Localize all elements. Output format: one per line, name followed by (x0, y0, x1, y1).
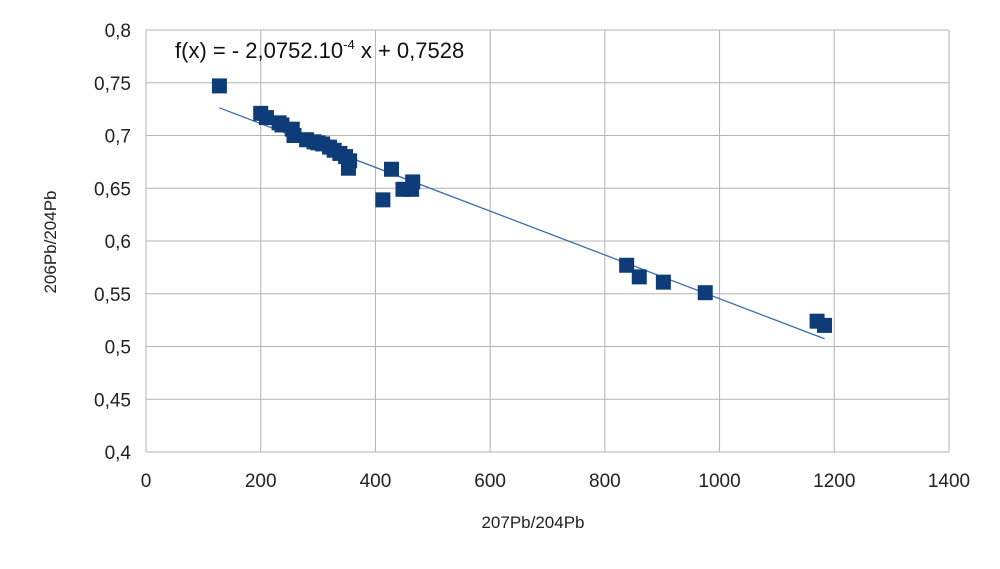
y-tick-label: 0,6 (105, 232, 131, 253)
data-points (211, 78, 833, 333)
y-tick-label: 0,8 (105, 21, 131, 42)
x-tick-label: 600 (474, 471, 506, 492)
equation-prefix: f(x) = - 2,0752.10 (175, 38, 343, 63)
y-tick-label: 0,7 (105, 127, 131, 148)
x-tick-label: 1000 (698, 471, 740, 492)
data-point (697, 285, 713, 301)
x-tick-label: 200 (245, 471, 277, 492)
y-tick-label: 0,75 (94, 74, 131, 95)
x-tick-label: 1200 (813, 471, 855, 492)
y-tick-label: 0,5 (105, 338, 131, 359)
x-tick-label: 1400 (928, 471, 970, 492)
trendline-equation: f(x) = - 2,0752.10-4 x + 0,7528 (175, 37, 464, 63)
data-point (817, 317, 833, 333)
data-point (286, 128, 302, 143)
equation-exponent: -4 (343, 37, 355, 52)
x-axis-title: 207Pb/204Pb (481, 513, 584, 532)
y-tick-label: 0,55 (94, 285, 131, 306)
data-point (383, 161, 399, 177)
y-tick-label: 0,4 (105, 443, 132, 464)
grid-lines (145, 29, 950, 453)
data-point (258, 110, 274, 126)
data-point (631, 269, 647, 285)
y-tick-label: 0,45 (94, 390, 131, 411)
x-tick-label: 0 (141, 471, 152, 492)
data-point (655, 274, 671, 290)
y-axis-title: 206Pb/204Pb (41, 190, 60, 293)
data-point (211, 78, 227, 94)
data-point (619, 257, 635, 273)
x-tick-label: 400 (360, 471, 392, 492)
data-point (375, 192, 391, 208)
tick-labels: 0 200 400 600 800 1000 1200 1400 0,4 0,45 0,5 0,55 0… (94, 21, 970, 492)
data-point (340, 160, 356, 176)
data-point (405, 174, 421, 190)
y-tick-label: 0,65 (94, 179, 131, 200)
equation-suffix: x + 0,7528 (355, 38, 464, 63)
x-tick-label: 800 (589, 471, 621, 492)
